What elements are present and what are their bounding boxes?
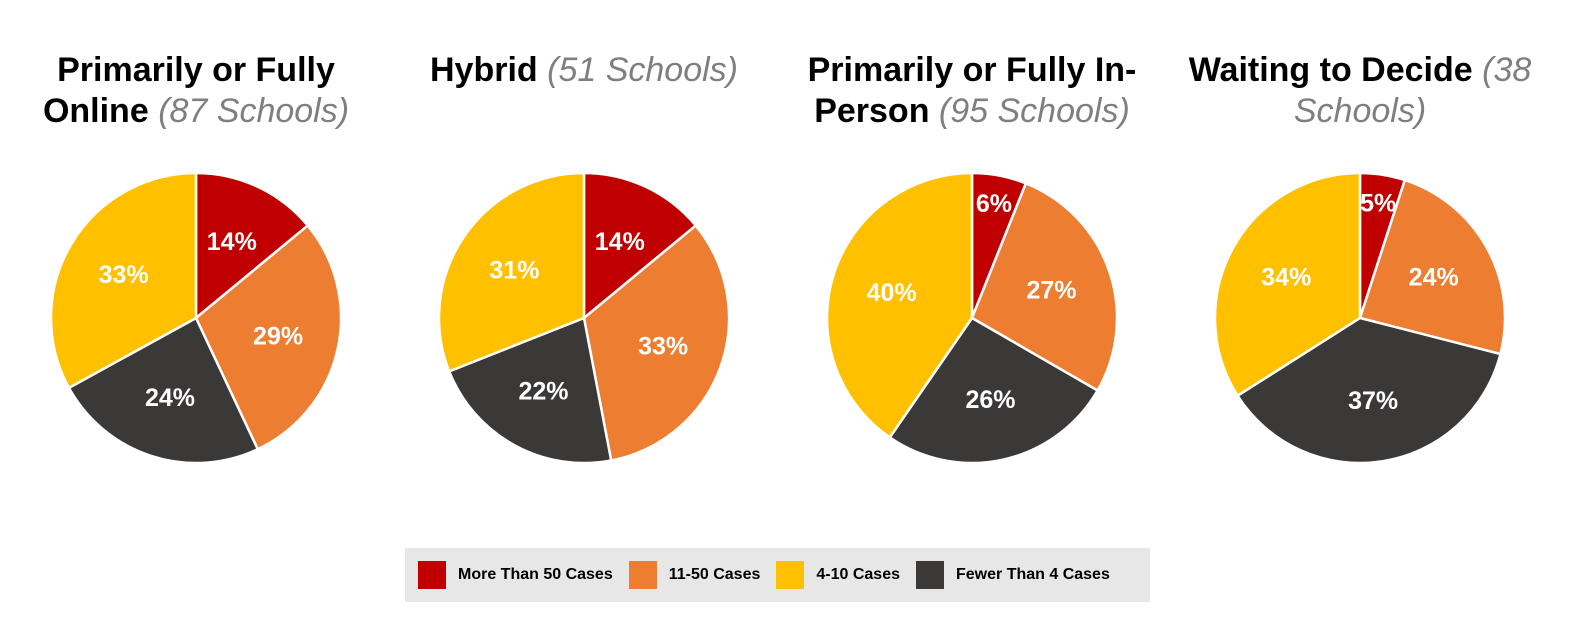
pie-chart-waiting: 5% 24% 37% 34%	[1213, 171, 1507, 465]
pie-data-label: 26%	[966, 386, 1016, 414]
chart-subtitle: (38 Schools)	[1293, 51, 1532, 130]
legend-swatch	[628, 561, 657, 589]
pie-data-label: 5%	[1360, 189, 1396, 217]
pie-slice-11-50-cases	[582, 223, 731, 462]
legend-item-11-50: 11-50 Cases	[628, 561, 761, 589]
pie-slice-4-10-cases	[1213, 171, 1362, 398]
pie-slice-more-than-50-cases	[194, 171, 310, 321]
legend-item-fewer-than-4: Fewer Than 4 Cases	[916, 561, 1110, 589]
pie-data-label: 24%	[1409, 263, 1459, 291]
chart-legend: More Than 50 Cases 11-50 Cases 4-10 Case…	[405, 548, 1150, 602]
chart-panel-online: Primarily or Fully Online (87 Schools) 1…	[6, 0, 386, 500]
chart-title-main: Waiting to Decide	[1188, 51, 1473, 89]
chart-subtitle: (87 Schools)	[158, 92, 350, 130]
chart-title-main: Primarily or Fully Online	[42, 51, 335, 130]
pie-data-label: 40%	[867, 279, 917, 307]
chart-panel-waiting: Waiting to Decide (38 Schools) 5% 24% 37% 3…	[1170, 0, 1550, 500]
pie-chart-in-person: 6% 27% 26% 40%	[825, 171, 1119, 465]
pie-data-label: 33%	[638, 332, 688, 360]
pie-data-label: 14%	[207, 228, 257, 256]
pie-data-label: 33%	[99, 261, 149, 289]
chart-title-main: Primarily or Fully In-Person	[807, 51, 1137, 130]
pie-slice-11-50-cases	[1358, 178, 1507, 356]
pie-slice-4-10-cases	[437, 171, 586, 374]
legend-item-4-10: 4-10 Cases	[776, 561, 900, 589]
pie-data-label: 22%	[518, 378, 568, 406]
chart-title-main: Hybrid	[429, 51, 538, 89]
pie-data-label: 14%	[595, 228, 645, 256]
chart-panel-hybrid: Hybrid (51 Schools) 14% 33% 22% 31%	[394, 0, 774, 500]
pie-chart-online: 14% 29% 24% 33%	[49, 171, 343, 465]
pie-slice-fewer-than-4-cases	[888, 316, 1100, 465]
legend-swatch	[916, 561, 944, 589]
legend-label: More Than 50 Cases	[458, 566, 613, 583]
chart-title: Hybrid (51 Schools)	[394, 50, 774, 91]
pie-slice-fewer-than-4-cases	[447, 316, 613, 465]
legend-label: 11-50 Cases	[668, 566, 761, 583]
pie-chart-hybrid: 14% 33% 22% 31%	[437, 171, 731, 465]
pie-data-label: 24%	[145, 384, 195, 412]
pie-data-label: 29%	[253, 322, 303, 350]
legend-item-more-than-50: More Than 50 Cases	[418, 561, 613, 589]
chart-title: Primarily or Fully In-Person (95 Schools…	[782, 50, 1162, 132]
legend-label: Fewer Than 4 Cases	[956, 566, 1110, 583]
chart-panel-in-person: Primarily or Fully In-Person (95 Schools…	[782, 0, 1162, 500]
pie-data-label: 27%	[1026, 276, 1076, 304]
pie-slice-more-than-50-cases	[582, 171, 698, 321]
legend-label: 4-10 Cases	[816, 566, 900, 583]
chart-subtitle: (95 Schools)	[938, 92, 1130, 130]
pie-slice-4-10-cases	[825, 171, 974, 440]
chart-subtitle: (51 Schools)	[547, 51, 738, 89]
chart-title: Primarily or Fully Online (87 Schools)	[6, 50, 386, 132]
pie-data-label: 37%	[1348, 387, 1398, 415]
chart-title: Waiting to Decide (38 Schools)	[1170, 50, 1550, 132]
pie-slice-4-10-cases	[49, 171, 198, 390]
legend-swatch	[418, 561, 446, 589]
pie-data-label: 6%	[976, 190, 1012, 218]
legend-swatch	[776, 561, 805, 589]
pie-data-label: 31%	[489, 257, 539, 285]
pie-slice-fewer-than-4-cases	[67, 316, 260, 465]
pie-data-label: 34%	[1261, 263, 1311, 291]
